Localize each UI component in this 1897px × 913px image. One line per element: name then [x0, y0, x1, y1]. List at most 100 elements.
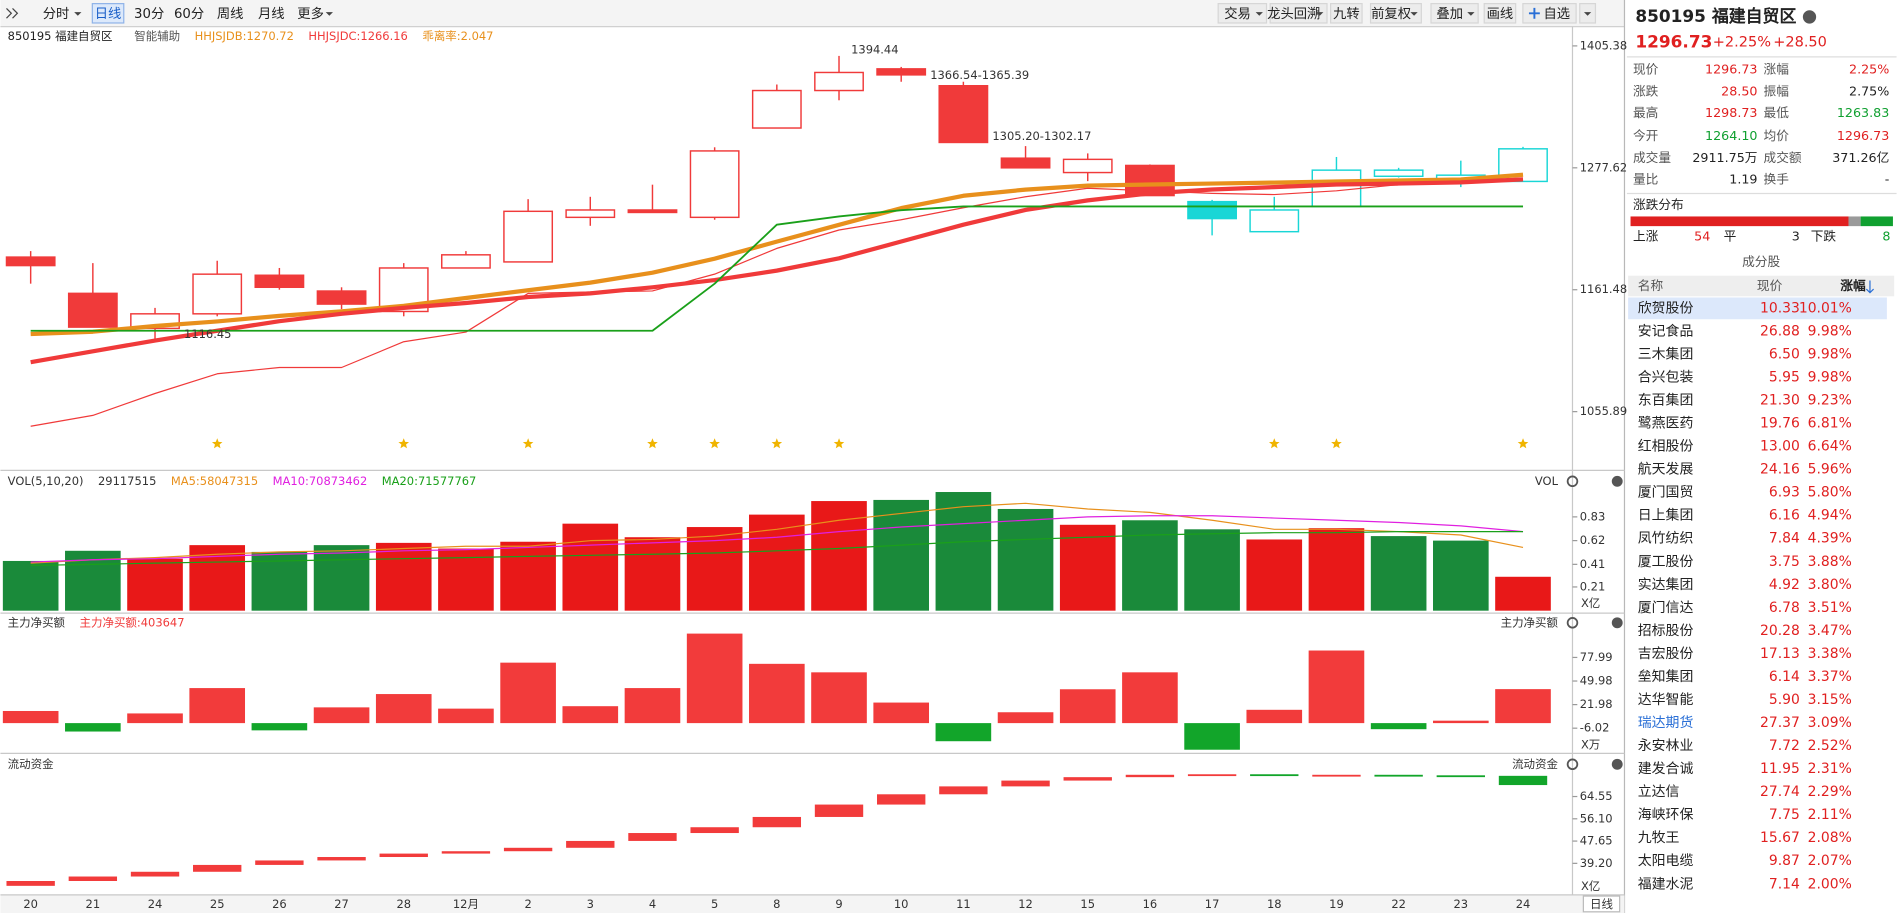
- candle-body: [627, 209, 678, 214]
- stock-price: 19.76: [1760, 416, 1800, 432]
- toolbar-button[interactable]: [1369, 3, 1422, 24]
- bar: [562, 706, 619, 724]
- stock-change: 2.52%: [1808, 738, 1852, 754]
- indicator-line: [30, 502, 1524, 564]
- x-tick-label: 4: [649, 897, 656, 911]
- panel-header: 850195 福建自贸区: [8, 29, 113, 43]
- toolbar-button[interactable]: [1330, 3, 1363, 24]
- toolbar-button[interactable]: [1269, 3, 1328, 24]
- stock-price: 24.16: [1760, 462, 1800, 478]
- constituents-title: 成分股: [1742, 254, 1780, 269]
- stock-change: 5.96%: [1808, 462, 1852, 478]
- up-share: [1630, 216, 1849, 227]
- flow-bar: [68, 876, 118, 882]
- stock-name: 三木集团: [1638, 346, 1694, 362]
- x-tick-label: 25: [210, 897, 225, 911]
- flow-bar: [1001, 780, 1050, 787]
- stock-name: 瑞达期货: [1638, 714, 1694, 731]
- signal-star: [709, 438, 720, 449]
- toolbar-button[interactable]: [1483, 3, 1517, 24]
- unit-label: X亿: [1581, 596, 1600, 610]
- stock-price: 20.28: [1760, 623, 1800, 639]
- panel-header: 29117515: [98, 474, 156, 488]
- down-count: 8: [1882, 229, 1890, 244]
- stock-name: 凤竹纺织: [1638, 531, 1694, 547]
- panel-right-label: VOL: [1535, 474, 1559, 488]
- signal-star: [833, 438, 845, 449]
- x-tick-label: 5: [711, 897, 718, 911]
- panel-header: HHJSJDC:1266.16: [308, 29, 407, 43]
- close-icon[interactable]: [1611, 475, 1623, 487]
- stock-change: 5.80%: [1808, 485, 1852, 501]
- toolbar-button[interactable]: [91, 3, 125, 24]
- toolbar-button[interactable]: [1430, 3, 1479, 24]
- flow-bar: [566, 840, 615, 848]
- period-box[interactable]: [1582, 895, 1621, 913]
- panel-header: VOL(5,10,20): [8, 474, 84, 488]
- stat-label: 换手: [1764, 172, 1790, 187]
- up-count: 54: [1694, 229, 1710, 244]
- flow-bar: [1436, 775, 1486, 778]
- bar: [500, 662, 556, 724]
- stock-name: 欣贺股份: [1638, 300, 1694, 316]
- stock-price: 3.75: [1769, 554, 1800, 570]
- toolbar-label: 龙头回溯: [1267, 6, 1320, 22]
- stock-change: 4.94%: [1808, 508, 1852, 524]
- column-header[interactable]: 涨幅: [1839, 278, 1866, 293]
- flow-bar: [1374, 774, 1423, 777]
- sort-icon: [1865, 280, 1875, 294]
- flow-bar: [6, 881, 55, 886]
- y-tick-label: 0.41: [1580, 557, 1606, 571]
- x-tick-label: 22: [1391, 897, 1406, 911]
- signal-star: [211, 438, 223, 449]
- x-tick-label: 10: [894, 897, 909, 911]
- stat-label: 最低: [1764, 105, 1790, 120]
- y-tick-label: 39.20: [1580, 856, 1613, 870]
- toolbar-button[interactable]: [1522, 3, 1577, 24]
- close-icon[interactable]: [1611, 758, 1623, 770]
- info-icon[interactable]: [1802, 10, 1817, 24]
- y-tick-label: 47.65: [1580, 834, 1613, 848]
- toolbar-label: 九转: [1333, 6, 1360, 22]
- bar: [624, 537, 681, 611]
- y-tick-label: 1405.38: [1580, 38, 1627, 52]
- stock-price: 15.67: [1760, 830, 1800, 846]
- distribution-title: 涨跌分布: [1633, 197, 1684, 212]
- settings-icon[interactable]: [1566, 617, 1579, 629]
- down-label: 下跌: [1811, 229, 1837, 244]
- close-icon[interactable]: [1611, 617, 1623, 629]
- indicator-line: [30, 530, 1524, 567]
- stock-name: 达华智能: [1638, 692, 1694, 708]
- panel-header: 主力净买额:403647: [80, 615, 185, 629]
- y-tick-label: -6.02: [1580, 721, 1610, 735]
- column-header[interactable]: 现价: [1757, 278, 1783, 293]
- flow-bar: [1250, 774, 1299, 777]
- stock-price: 7.72: [1769, 738, 1800, 754]
- x-tick-label: 23: [1454, 897, 1469, 911]
- panel-right-label: 流动资金: [1512, 757, 1558, 771]
- y-tick-label: 1277.62: [1580, 160, 1627, 174]
- stock-change: 2.07%: [1808, 853, 1852, 869]
- y-tick-label: 0.21: [1580, 579, 1606, 593]
- settings-icon[interactable]: [1566, 475, 1579, 488]
- collapse-icon[interactable]: [6, 8, 19, 19]
- stock-change: 3.15%: [1808, 692, 1852, 708]
- stock-change: 2.08%: [1808, 830, 1852, 846]
- stock-name: 海峡环保: [1638, 807, 1694, 823]
- toolbar-label: 30分: [134, 6, 164, 22]
- y-tick-label: 1161.48: [1580, 282, 1627, 296]
- bar: [1433, 720, 1489, 724]
- x-tick-label: 8: [773, 897, 780, 911]
- stock-change: 3.47%: [1808, 623, 1852, 639]
- stock-price: 13.00: [1760, 439, 1800, 455]
- settings-icon[interactable]: [1566, 758, 1579, 771]
- panel-header: 流动资金: [8, 757, 54, 771]
- stock-change: 4.39%: [1808, 531, 1852, 547]
- flat-label: 平: [1724, 229, 1737, 244]
- stock-name: 九牧王: [1638, 830, 1680, 846]
- toolbar-button[interactable]: [1217, 3, 1268, 24]
- stock-price: 9.87: [1769, 853, 1800, 869]
- candle-body: [503, 210, 554, 263]
- stock-price: 4.92: [1769, 577, 1800, 593]
